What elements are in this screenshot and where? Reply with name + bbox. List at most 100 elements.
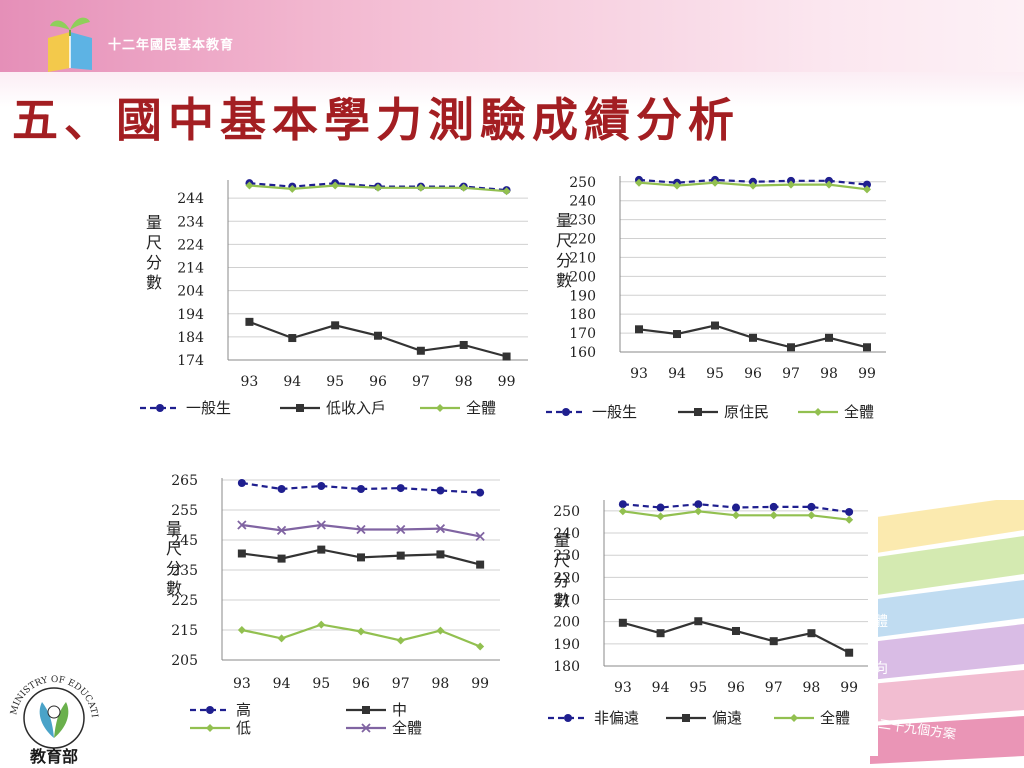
- chart-ses-level-svg: 205 215 225 235 245 255 265 93 94 95 96 97 98 99 量尺分數高…: [166, 473, 500, 737]
- data-point: [618, 618, 627, 627]
- y-tick-label: 220: [569, 232, 596, 248]
- y-axis-label: 量尺分數: [166, 519, 182, 598]
- data-point: [237, 520, 247, 530]
- chart-indigenous: 160 170 180 190 200 210 220 230 240 250 93 94 95 96 97…: [540, 166, 910, 436]
- data-point: [435, 523, 446, 534]
- data-point: [396, 524, 406, 535]
- data-point: [237, 549, 246, 558]
- y-tick-label: 214: [177, 261, 204, 277]
- x-tick-label: 99: [840, 680, 858, 696]
- y-tick-label: 250: [569, 175, 596, 191]
- y-tick-label: 180: [569, 307, 596, 323]
- data-point: [502, 187, 511, 196]
- y-tick-label: 200: [553, 615, 580, 631]
- x-tick-label: 96: [727, 680, 745, 696]
- data-point: [475, 531, 485, 542]
- data-point: [673, 181, 681, 190]
- data-point: [245, 181, 254, 190]
- data-point: [277, 485, 286, 493]
- y-tick-label: 210: [569, 250, 596, 266]
- legend-label: 非偏遠: [594, 709, 639, 727]
- data-point: [288, 184, 297, 193]
- data-point: [317, 482, 326, 490]
- data-point: [237, 479, 246, 487]
- x-tick-label: 99: [498, 374, 516, 390]
- data-point: [863, 180, 871, 189]
- y-tick-label: 170: [569, 326, 596, 342]
- data-point: [156, 404, 164, 412]
- y-tick-label: 230: [553, 548, 580, 564]
- y-tick-label: 250: [553, 504, 580, 520]
- data-point: [694, 500, 703, 509]
- legend-item: 全體: [774, 709, 850, 727]
- y-tick-label: 234: [177, 214, 204, 230]
- data-point: [732, 511, 740, 520]
- x-tick-label: 94: [283, 374, 301, 390]
- data-point: [316, 520, 326, 530]
- x-tick-label: 95: [326, 374, 344, 390]
- data-point: [769, 637, 778, 646]
- series-非偏遠: [618, 500, 854, 516]
- data-point: [790, 714, 798, 722]
- series-中: [237, 545, 485, 569]
- legend-item: 全體: [798, 403, 874, 421]
- legend-item: 全體: [346, 719, 422, 737]
- x-tick-label: 99: [471, 676, 489, 692]
- legend-label: 全體: [466, 399, 496, 417]
- data-point: [476, 642, 485, 651]
- data-point: [694, 617, 703, 626]
- y-tick-label: 204: [177, 284, 204, 300]
- data-point: [396, 636, 405, 645]
- data-point: [825, 333, 833, 342]
- x-tick-label: 97: [765, 680, 783, 696]
- y-tick-label: 224: [177, 237, 204, 253]
- data-point: [245, 317, 254, 326]
- data-point: [673, 330, 681, 339]
- x-tick-label: 96: [744, 366, 762, 382]
- seal-name: 教育部: [30, 747, 78, 766]
- series-全體: [237, 520, 485, 542]
- legend-label: 偏遠: [712, 709, 742, 727]
- y-tick-label: 210: [553, 593, 580, 609]
- y-tick-label: 215: [171, 623, 198, 639]
- data-point: [374, 183, 382, 192]
- data-point: [396, 551, 405, 560]
- data-point: [845, 507, 854, 516]
- data-point: [416, 346, 425, 355]
- data-point: [656, 629, 665, 638]
- data-point: [863, 185, 871, 194]
- series-全體: [245, 181, 511, 196]
- data-point: [825, 180, 833, 189]
- x-tick-label: 98: [803, 680, 821, 696]
- y-tick-label: 220: [553, 570, 580, 586]
- legend-label: 全體: [392, 719, 422, 737]
- data-point: [732, 503, 740, 512]
- x-tick-label: 96: [352, 676, 370, 692]
- data-point: [296, 404, 304, 412]
- x-tick-label: 98: [820, 366, 838, 382]
- chart-indigenous-svg: 160 170 180 190 200 210 220 230 240 250 93 94 95 96 97…: [546, 175, 886, 421]
- data-point: [787, 343, 795, 352]
- legend-item: 一般生: [140, 399, 231, 417]
- y-tick-label: 245: [171, 533, 198, 549]
- y-tick-label: 180: [553, 659, 580, 675]
- legend-label: 低收入戶: [326, 399, 386, 417]
- x-tick-label: 93: [241, 374, 259, 390]
- series-全體: [618, 507, 854, 524]
- data-point: [564, 714, 572, 722]
- data-point: [769, 511, 778, 520]
- y-tick-label: 235: [171, 563, 198, 579]
- chart-remote-area-svg: 180 190 200 210 220 230 240 250 93 94 95 96 97 98 99 量尺…: [548, 500, 868, 727]
- data-point: [206, 724, 214, 732]
- data-point: [769, 502, 778, 511]
- series-低收入戶: [245, 317, 511, 361]
- y-tick-label: 255: [171, 503, 198, 519]
- data-point: [374, 331, 382, 340]
- legend-item: 偏遠: [666, 709, 742, 727]
- series-全體: [635, 178, 871, 194]
- data-point: [356, 524, 366, 535]
- data-point: [711, 321, 719, 330]
- data-point: [277, 554, 286, 563]
- legend-label: 一般生: [592, 403, 637, 421]
- data-point: [807, 629, 816, 638]
